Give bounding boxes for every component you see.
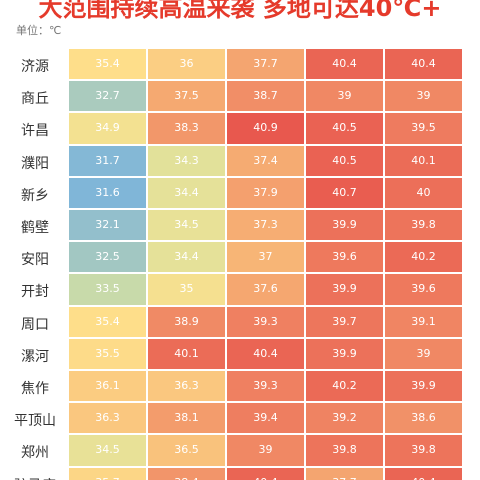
table-cell: 38.4 xyxy=(148,467,225,480)
table-cell: 35.4 xyxy=(69,49,146,80)
table-cell: 39.9 xyxy=(306,274,383,305)
table-cell: 39.9 xyxy=(306,338,383,369)
table-cell: 31.6 xyxy=(69,177,146,208)
table-cell: 32.1 xyxy=(69,210,146,241)
table-cell: 32.5 xyxy=(69,242,146,273)
table-cell: 37.7 xyxy=(306,467,383,480)
table-cell: 35.7 xyxy=(69,467,146,480)
table-cell: 40.5 xyxy=(306,113,383,144)
table-cell: 35 xyxy=(148,274,225,305)
city-label: 鹤壁 xyxy=(21,220,49,236)
table-cell: 36.1 xyxy=(69,371,146,402)
city-label: 济源 xyxy=(21,59,49,75)
table-cell: 38.6 xyxy=(385,403,462,434)
table-cell: 35.5 xyxy=(69,338,146,369)
table-cell: 36.3 xyxy=(69,403,146,434)
table-cell: 39.6 xyxy=(306,242,383,273)
city-label: 焦作 xyxy=(21,381,49,397)
table-cell: 40.4 xyxy=(227,467,304,480)
table-cell: 39.6 xyxy=(385,274,462,305)
table-cell: 34.5 xyxy=(148,210,225,241)
table-cell: 34.4 xyxy=(148,242,225,273)
table-cell: 38.7 xyxy=(227,81,304,112)
table-cell: 37.6 xyxy=(227,274,304,305)
table-cell: 39.9 xyxy=(306,210,383,241)
table-cell: 39.5 xyxy=(385,113,462,144)
table-cell: 40.4 xyxy=(306,49,383,80)
table-cell: 34.9 xyxy=(69,113,146,144)
table-cell: 37.4 xyxy=(227,145,304,176)
table-cell: 40.1 xyxy=(385,145,462,176)
table-cell: 36 xyxy=(148,49,225,80)
table-cell: 37 xyxy=(227,242,304,273)
table-cell: 40.4 xyxy=(385,467,462,480)
city-label: 安阳 xyxy=(21,252,49,269)
table-cell: 39.9 xyxy=(385,371,462,402)
table-cell: 34.4 xyxy=(148,177,225,208)
table-cell: 39.7 xyxy=(306,306,383,337)
table-cell: 33.5 xyxy=(69,274,146,305)
table-cell: 34.5 xyxy=(69,435,146,466)
table-cell: 40.2 xyxy=(385,242,462,273)
table-cell: 39.4 xyxy=(227,403,304,434)
city-label: 新乡 xyxy=(21,187,49,204)
table-cell: 36.5 xyxy=(148,435,225,466)
table-cell: 32.7 xyxy=(69,81,146,112)
table-cell: 40 xyxy=(385,177,462,208)
city-label: 许昌 xyxy=(21,123,49,140)
city-label: 郑州 xyxy=(21,445,49,462)
table-cell: 37.9 xyxy=(227,177,304,208)
city-label: 濮阳 xyxy=(21,155,49,172)
table-cell: 36.3 xyxy=(148,371,225,402)
table-cell: 40.4 xyxy=(385,49,462,80)
table-cell: 39.3 xyxy=(227,371,304,402)
unit-label: 单位：℃ xyxy=(16,24,62,37)
table-cell: 39.3 xyxy=(227,306,304,337)
table-cell: 39 xyxy=(227,435,304,466)
table-cell: 40.5 xyxy=(306,145,383,176)
table-cell: 39 xyxy=(306,81,383,112)
table-cell: 37.5 xyxy=(148,81,225,112)
table-cell: 35.4 xyxy=(69,306,146,337)
city-label: 开封 xyxy=(21,284,49,301)
table-cell: 37.3 xyxy=(227,210,304,241)
table-cell: 40.9 xyxy=(227,113,304,144)
city-label: 周口 xyxy=(21,316,49,333)
table-cell: 39.8 xyxy=(385,435,462,466)
table-cell: 40.7 xyxy=(306,177,383,208)
table-cell: 39 xyxy=(385,338,462,369)
table-cell: 37.7 xyxy=(227,49,304,80)
table-cell: 38.9 xyxy=(148,306,225,337)
table-cell: 39.8 xyxy=(385,210,462,241)
city-label: 商丘 xyxy=(21,91,49,108)
table-cell: 31.7 xyxy=(69,145,146,176)
table-cell: 39 xyxy=(385,81,462,112)
table-cell: 40.1 xyxy=(148,338,225,369)
table-cell: 39.1 xyxy=(385,306,462,337)
table-cell: 39.2 xyxy=(306,403,383,434)
table-cell: 40.2 xyxy=(306,371,383,402)
table-cell: 39.8 xyxy=(306,435,383,466)
table-cell: 40.4 xyxy=(227,338,304,369)
title: 大范围持续高温来袭 多地可达40℃+ xyxy=(38,0,442,22)
table-cell: 38.1 xyxy=(148,403,225,434)
city-label: 平顶山 xyxy=(14,413,56,430)
table-cell: 34.3 xyxy=(148,145,225,176)
city-label: 漯河 xyxy=(21,348,49,365)
table-cell: 38.3 xyxy=(148,113,225,144)
city-label: 驻马店 xyxy=(2,475,68,480)
